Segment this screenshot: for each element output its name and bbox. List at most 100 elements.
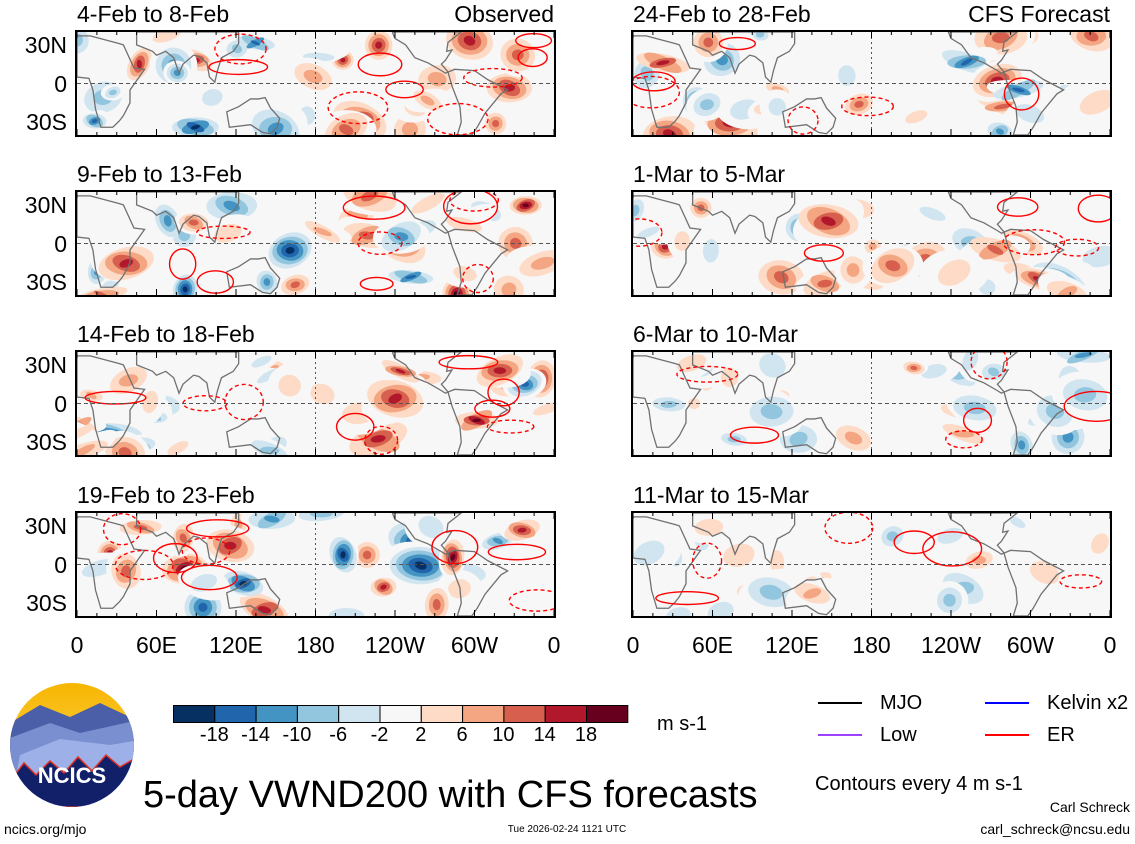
er-contour	[922, 531, 983, 567]
anomaly-blob	[1001, 93, 1059, 134]
er-contour	[1054, 238, 1100, 257]
coastline	[225, 96, 281, 135]
er-contour	[729, 426, 780, 444]
er-contour	[180, 564, 238, 591]
er-contour	[1002, 229, 1066, 256]
x-tick-label: 60E	[136, 632, 177, 658]
colorbar-label: -2	[370, 724, 389, 746]
colorbar-swatch	[255, 705, 298, 723]
er-contour	[962, 407, 993, 434]
panel-tag: CFS Forecast	[968, 1, 1110, 27]
coastline	[632, 355, 702, 448]
map-panel	[68, 175, 579, 313]
er-contour	[787, 106, 819, 135]
map-plot	[59, 15, 555, 154]
anomaly-blob	[666, 221, 698, 261]
colorbar-swatch	[420, 705, 464, 723]
er-contour	[214, 33, 267, 65]
anomaly-blob	[930, 423, 997, 445]
anomaly-blob	[930, 581, 969, 620]
panel-tag: Observed	[454, 1, 554, 27]
colorbar-swatch	[214, 705, 257, 723]
er-contour	[655, 590, 720, 606]
anomaly-blob	[177, 565, 231, 601]
y-tick-label: 0	[54, 551, 67, 578]
colorbar-label: 10	[492, 724, 515, 746]
anomaly-blob	[168, 113, 223, 141]
panel-title: 9-Feb to 13-Feb	[77, 161, 242, 187]
x-tick-label: 60W	[450, 632, 499, 658]
coastline	[781, 416, 837, 455]
map-plot	[622, 14, 1135, 159]
x-tick-label: 120E	[209, 632, 263, 658]
anomaly-blob	[792, 196, 865, 246]
anomaly-blob	[680, 510, 738, 545]
x-tick-label: 0	[1103, 632, 1117, 658]
coastline	[632, 35, 702, 128]
er-contour	[224, 383, 264, 421]
colorbar-swatches	[173, 705, 629, 723]
er-contour	[342, 195, 406, 220]
coastline	[781, 256, 837, 295]
coastline	[76, 195, 146, 288]
anomaly-blob	[694, 227, 727, 275]
er-contour	[474, 399, 511, 418]
er-contour	[102, 512, 142, 546]
anomaly-blob	[1061, 17, 1121, 56]
footer-url[interactable]: ncics.org/mjo	[4, 821, 87, 837]
er-contour	[970, 344, 1008, 380]
anomaly-blob	[905, 201, 960, 227]
y-tick-label: 0	[54, 390, 67, 417]
er-contour	[438, 354, 499, 370]
colorbar-label: -18	[199, 724, 229, 746]
anomaly-blob	[894, 103, 938, 131]
y-tick-label: 30S	[26, 590, 67, 617]
coastline	[691, 351, 796, 404]
colorbar-swatch	[338, 705, 381, 723]
legend-line-low	[818, 734, 862, 736]
er-contour	[357, 52, 403, 77]
er-contour	[152, 542, 198, 574]
legend-line-kelvin-x2	[985, 702, 1029, 704]
anomaly-blob	[1000, 513, 1035, 532]
map-plot	[615, 189, 1135, 313]
anomaly-blob	[90, 243, 162, 283]
er-contour	[486, 419, 535, 434]
anomaly-blob	[481, 109, 510, 139]
anomaly-blob	[240, 506, 304, 533]
er-contour	[631, 71, 676, 92]
anomaly-blob	[100, 84, 125, 101]
colorbar-label: 6	[456, 724, 468, 746]
colorbar	[173, 705, 629, 730]
coastline	[76, 35, 146, 128]
y-tick-label: 30N	[24, 351, 67, 378]
footer-email[interactable]: carl_schreck@ncsu.edu	[980, 821, 1130, 837]
er-contour	[427, 102, 489, 136]
y-tick-label: 30S	[26, 109, 67, 136]
anomaly-blob	[1013, 551, 1076, 595]
er-contour	[487, 543, 547, 561]
anomaly-blob	[834, 249, 873, 291]
er-contour	[1003, 77, 1040, 111]
anomaly-blob	[200, 524, 260, 567]
map-plot	[50, 349, 575, 475]
er-contour	[487, 378, 520, 407]
anomaly-blob	[1007, 426, 1036, 464]
anomaly-blob	[986, 79, 1051, 101]
er-contour	[359, 276, 394, 291]
anomaly-blob	[367, 574, 400, 600]
coastline	[781, 577, 837, 616]
colorbar-swatch	[296, 705, 340, 723]
anomaly-blob	[134, 379, 166, 425]
legend-label: MJO	[880, 692, 923, 714]
anomaly-blob	[311, 598, 382, 633]
anomaly-blob	[935, 46, 998, 77]
coastline	[691, 191, 796, 244]
er-contour	[185, 519, 250, 538]
map-panel	[615, 189, 1135, 313]
er-contour	[327, 91, 389, 125]
anomaly-blob	[747, 25, 773, 44]
footer-author: Carl Schreck	[1049, 799, 1130, 815]
colorbar-swatch	[379, 705, 422, 723]
colorbar-swatch	[586, 705, 629, 723]
